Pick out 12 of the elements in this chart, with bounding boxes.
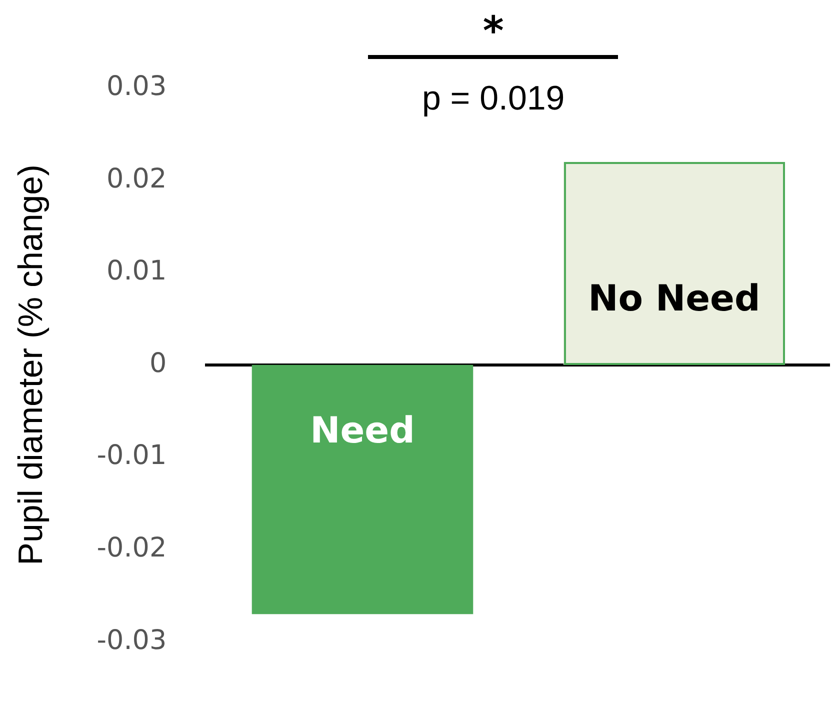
y-tick-label: -0.03 bbox=[96, 624, 167, 656]
y-tick-label: 0 bbox=[149, 348, 167, 379]
y-tick-label: -0.01 bbox=[96, 440, 167, 472]
y-tick-label: -0.02 bbox=[96, 532, 167, 564]
x-tick-label: Need bbox=[310, 410, 415, 452]
y-tick-label: 0.03 bbox=[106, 71, 167, 102]
annotation: p = 0.019 bbox=[422, 79, 565, 118]
x-tick-label: No Need bbox=[588, 278, 760, 320]
y-tick-label: 0.02 bbox=[106, 163, 167, 194]
y-axis-title: Pupil diameter (% change) bbox=[12, 164, 50, 566]
text: * bbox=[482, 8, 504, 54]
y-tick-label: 0.01 bbox=[106, 256, 167, 287]
